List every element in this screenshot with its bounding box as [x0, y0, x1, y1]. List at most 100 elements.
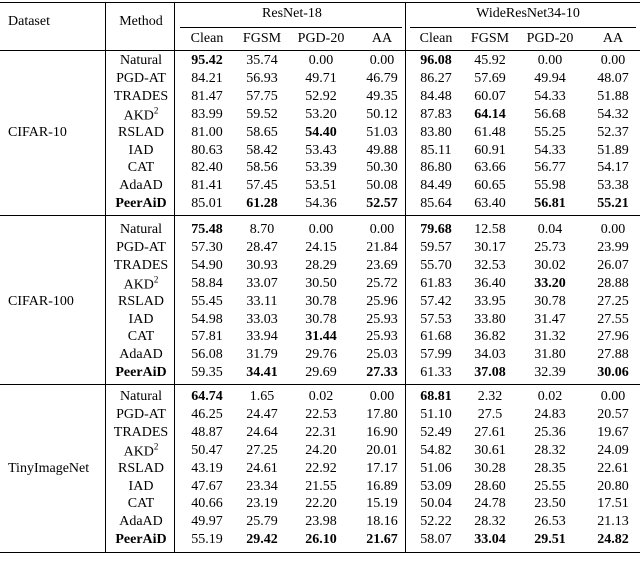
cell: 30.78 [305, 311, 337, 327]
method-text: CAT [127, 329, 155, 345]
cell: 33.07 [246, 275, 278, 291]
cell: 64.14 [474, 106, 506, 122]
method-text: AdaAD [119, 347, 163, 363]
cell: 34.03 [474, 347, 506, 363]
cell: 50.30 [366, 160, 398, 176]
method-text: IAD [128, 311, 154, 327]
method-text: TRADES [113, 257, 169, 273]
cell: 12.58 [474, 222, 506, 237]
method-name: AKD2 [124, 442, 159, 459]
cell: 81.47 [191, 88, 223, 104]
cell: 33.11 [246, 293, 278, 309]
method-name: RSLAD [118, 124, 164, 140]
cell: 85.01 [191, 196, 223, 212]
cell: 45.92 [474, 53, 506, 68]
cell: 23.34 [246, 478, 278, 494]
cell: 21.84 [366, 239, 398, 255]
cell: 26.07 [597, 257, 629, 273]
cell: 29.76 [305, 347, 337, 363]
cell: 46.79 [366, 70, 398, 86]
cell: 28.32 [534, 442, 566, 458]
cell: 56.77 [534, 160, 566, 176]
cell: 54.36 [305, 196, 337, 212]
cell: 21.13 [597, 514, 629, 530]
cell: 36.40 [474, 275, 506, 291]
cell: 30.78 [305, 293, 337, 309]
cell: 55.98 [534, 178, 566, 194]
cell: 84.48 [420, 88, 452, 104]
cell: 49.88 [366, 142, 398, 158]
cell: 28.60 [474, 478, 506, 494]
cell: 58.84 [191, 275, 223, 291]
cell: 29.69 [305, 365, 337, 381]
cell: 20.57 [597, 406, 629, 422]
cell: 26.53 [534, 514, 566, 530]
cell: 81.00 [191, 124, 223, 140]
cell: 53.38 [597, 178, 629, 194]
cell: 61.33 [420, 365, 452, 381]
cell: 53.51 [305, 178, 337, 194]
method-text: Natural [120, 222, 162, 237]
method-name: RSLAD [118, 294, 164, 309]
cell: 23.19 [246, 496, 278, 512]
method-text: AdaAD [119, 514, 163, 530]
method-name: Natural [120, 54, 162, 68]
cell: 86.80 [420, 160, 452, 176]
cell: 23.69 [366, 257, 398, 273]
cell: 82.40 [191, 160, 223, 176]
cell: 27.25 [597, 293, 629, 309]
method-name: Natural [120, 390, 162, 404]
cell: 51.10 [420, 406, 452, 422]
method-name: IAD [129, 143, 154, 158]
cell: 64.74 [191, 389, 223, 404]
cell: 24.78 [474, 496, 506, 512]
cell: 22.31 [305, 424, 337, 440]
rule [174, 2, 175, 553]
cell: 33.03 [246, 311, 278, 327]
caption: Table 1: The white-box robustness accura… [135, 572, 505, 574]
cell: 59.57 [420, 239, 452, 255]
rule [105, 2, 106, 553]
cell: 23.50 [534, 496, 566, 512]
cell: 61.83 [420, 275, 452, 291]
cell: 33.80 [474, 311, 506, 327]
cell: 55.19 [191, 532, 223, 548]
cell: 25.93 [366, 311, 398, 327]
cell: 57.53 [420, 311, 452, 327]
cell: 0.00 [600, 222, 626, 237]
rule [410, 27, 636, 28]
cell: 46.25 [191, 406, 223, 422]
cell: 25.73 [534, 239, 566, 255]
cell: 52.49 [420, 424, 452, 440]
cell: 0.02 [308, 389, 334, 404]
cell: 28.32 [474, 514, 506, 530]
cell: 27.25 [246, 442, 278, 458]
rule [405, 2, 406, 553]
cell: 31.44 [305, 329, 337, 345]
cell: 24.20 [305, 442, 337, 458]
method-text: PeerAiD [115, 532, 167, 548]
cell: 47.67 [191, 478, 223, 494]
cell: 0.00 [308, 53, 334, 68]
cell: 54.82 [420, 442, 452, 458]
cell: 83.80 [420, 124, 452, 140]
cell: 20.01 [366, 442, 398, 458]
cell: 25.79 [246, 514, 278, 530]
cell: 52.37 [597, 124, 629, 140]
method-name: PGD-AT [116, 407, 166, 422]
method-name: TRADES [114, 425, 168, 440]
cell: 22.61 [597, 460, 629, 476]
method-text: RSLAD [118, 124, 164, 140]
cell: 57.99 [420, 347, 452, 363]
cell: 15.19 [366, 496, 398, 512]
dataset-name: CIFAR-100 [8, 293, 74, 309]
cell: 28.29 [305, 257, 337, 273]
method-text: PGD-AT [116, 70, 166, 86]
cell: 54.33 [534, 88, 566, 104]
method-name: IAD [128, 311, 154, 327]
header-column: AA [371, 31, 393, 46]
header-model: ResNet-18 [262, 6, 322, 21]
cell: 68.81 [420, 389, 452, 404]
method-text: PeerAiD [115, 365, 167, 381]
